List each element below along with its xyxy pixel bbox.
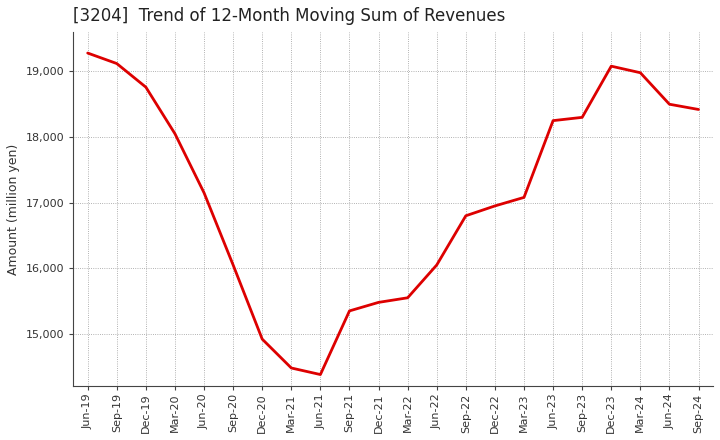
Y-axis label: Amount (million yen): Amount (million yen) xyxy=(7,143,20,275)
Text: [3204]  Trend of 12-Month Moving Sum of Revenues: [3204] Trend of 12-Month Moving Sum of R… xyxy=(73,7,505,25)
